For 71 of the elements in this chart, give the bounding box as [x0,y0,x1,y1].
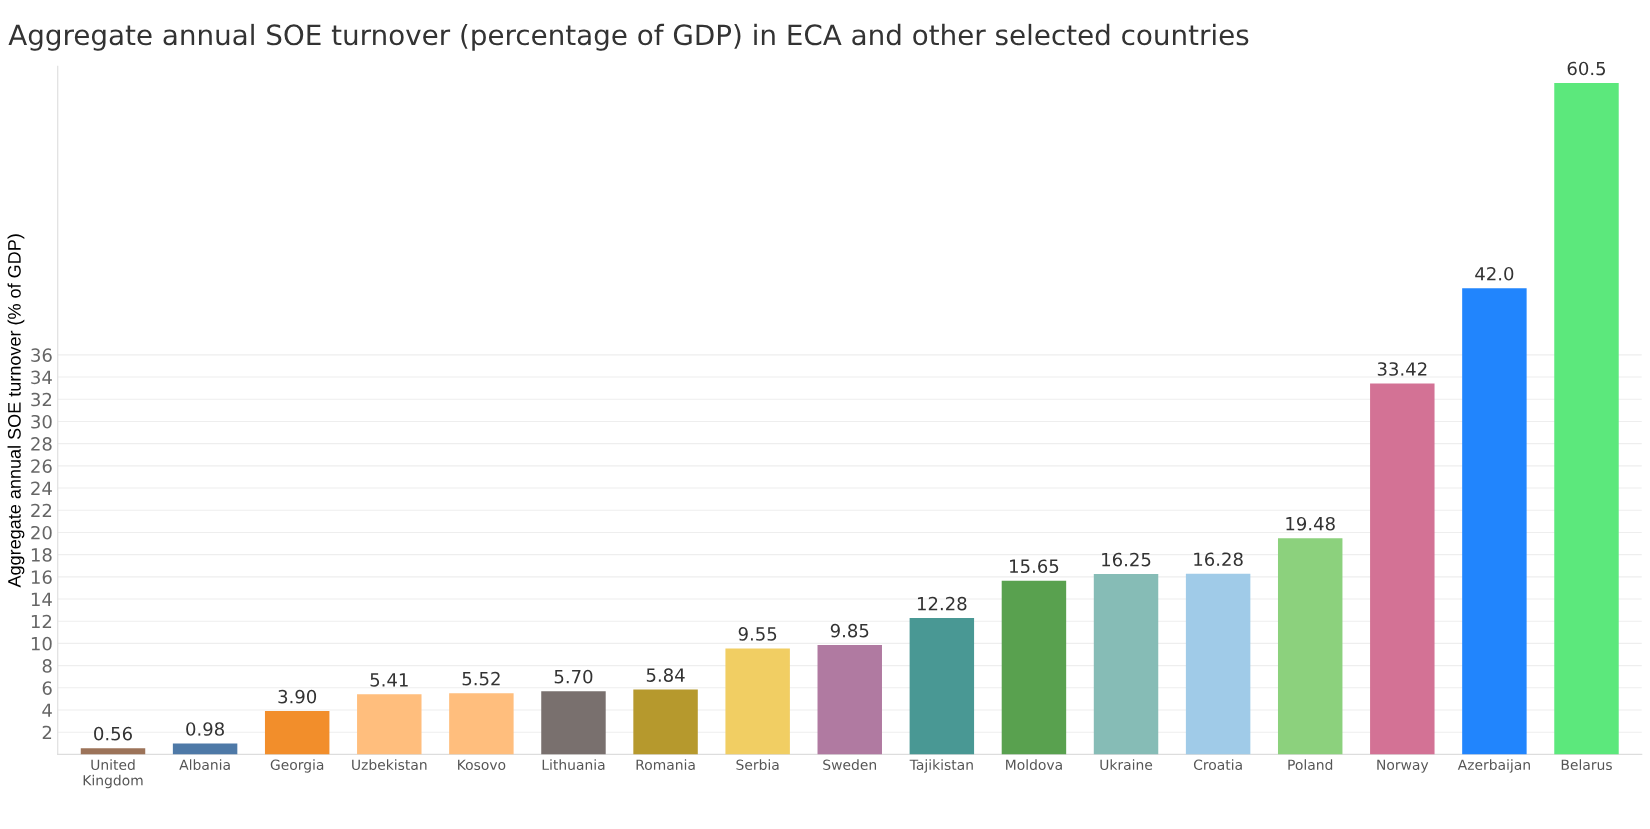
bar [1370,383,1435,755]
y-tick-label: 6 [42,681,52,695]
y-tick-label: 32 [31,392,52,407]
x-tick-label: Tajikistan [909,759,973,773]
y-tick-label: 8 [42,659,52,673]
data-label: 9.85 [830,623,869,638]
x-tick-label: Belarus [1561,759,1612,770]
data-label: 16.28 [1194,552,1243,567]
x-tick-label: Romania [636,759,695,770]
data-label: 5.70 [554,669,593,684]
y-axis-title: Aggregate annual SOE turnover (% of GDP) [7,234,25,588]
bar [264,711,330,755]
data-label: 5.52 [462,671,500,686]
bar [172,743,238,755]
y-tick-label: 30 [31,414,52,429]
data-label: 3.90 [278,689,317,704]
data-label: 42.0 [1475,266,1514,281]
y-tick-label: 36 [31,348,52,362]
y-tick-label: 26 [31,459,52,473]
y-tick-label: 10 [31,636,52,651]
y-tick-label: 4 [42,703,52,717]
y-tick-label: 18 [31,548,52,562]
y-tick-label: 20 [31,525,52,540]
data-label: 12.28 [917,596,967,611]
y-tick-label: 22 [31,503,52,518]
data-label: 0.56 [94,726,132,741]
x-tick-label: Lithuania [542,759,605,770]
x-tick-label: Poland [1288,759,1333,770]
x-tick-label: Moldova [1006,759,1062,770]
bar [541,691,606,755]
y-tick-label: 16 [31,570,52,584]
data-label: 16.25 [1102,552,1151,567]
y-tick-label: 34 [31,370,52,385]
data-label: 9.55 [738,627,777,641]
bar [1185,573,1251,755]
x-tick-label: Norway [1377,759,1429,773]
x-tick-label: Georgia [270,759,324,773]
bar [633,689,698,755]
x-tick-label: Croatia [1193,759,1242,770]
bar [357,694,422,755]
bar [1093,574,1159,755]
data-label: 5.41 [370,673,408,687]
data-label: 33.42 [1377,362,1427,376]
bar [817,645,882,755]
data-label: 0.98 [186,722,224,736]
x-tick-label: United Kingdom [83,759,143,789]
y-tick-label: 14 [31,592,52,606]
bar [909,618,975,755]
bar [725,648,790,755]
y-tick-label: 12 [31,614,52,629]
y-tick-label: 24 [31,481,52,495]
x-tick-label: Albania [179,759,230,770]
bar [1462,288,1527,755]
data-label: 19.48 [1286,516,1335,531]
chart-title: Aggregate annual SOE turnover (percentage of GDP) in ECA and other selected countries [8,23,1249,51]
x-tick-label: Kosovo [458,759,506,770]
y-tick-label: 28 [31,437,52,451]
data-label: 5.84 [646,668,685,682]
bar [1554,82,1619,755]
bar [80,748,146,755]
x-tick-label: Azerbaijan [1457,759,1530,773]
x-tick-label: Ukraine [1100,759,1153,770]
x-tick-label: Uzbekistan [352,759,427,770]
data-label: 60.5 [1567,61,1606,76]
x-tick-label: Sweden [823,759,877,770]
data-label: 15.65 [1010,559,1059,574]
y-tick-label: 2 [42,725,52,740]
bar [1277,538,1343,755]
bar [449,693,514,755]
x-tick-label: Serbia [736,759,779,770]
bar [1001,580,1067,755]
